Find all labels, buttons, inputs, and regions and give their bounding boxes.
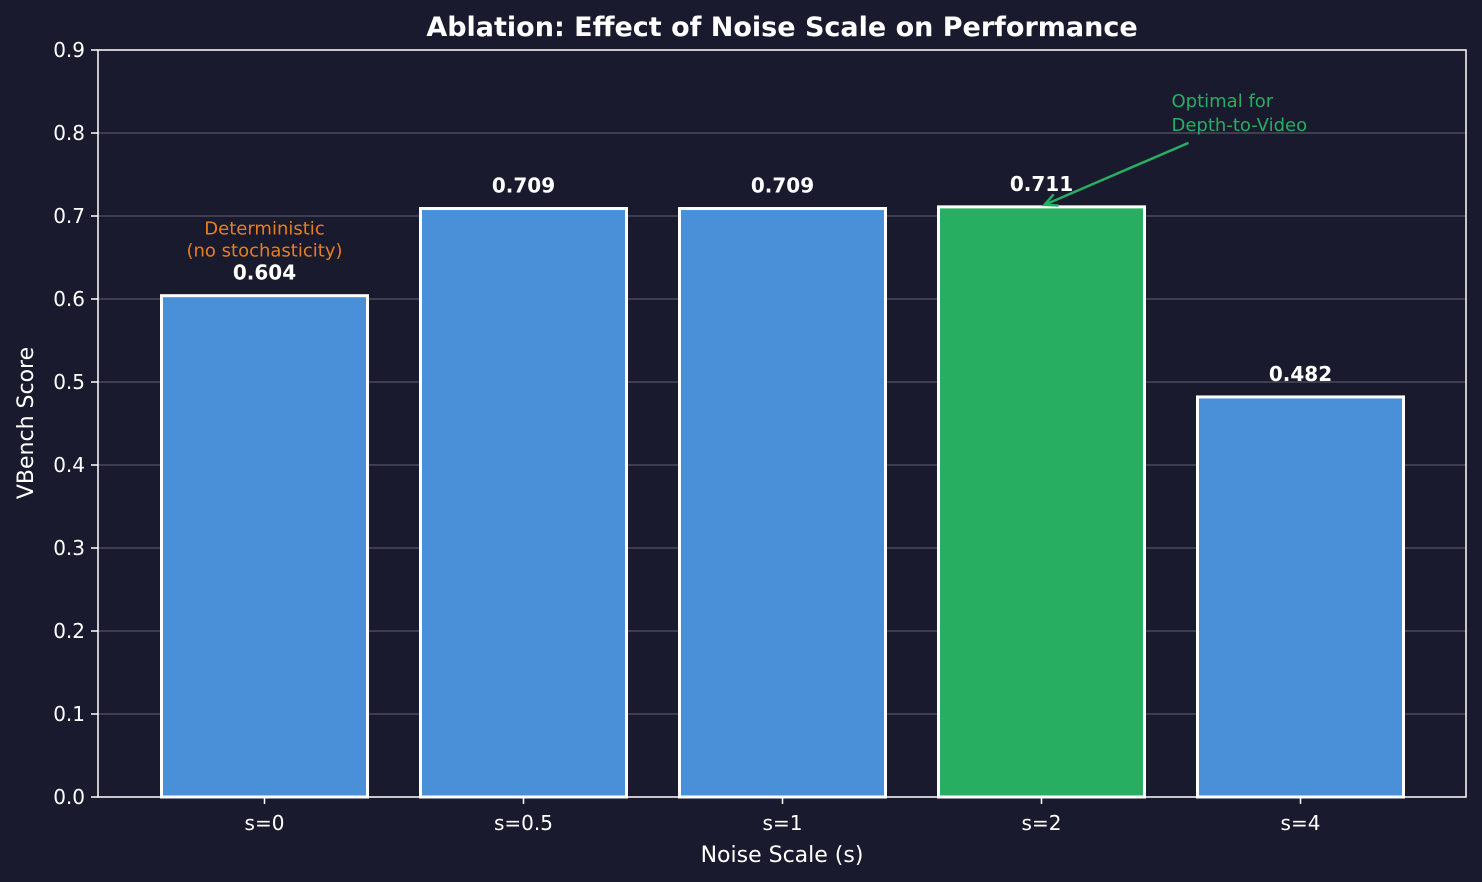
x-tick-label: s=4 <box>1281 811 1321 835</box>
bar-s-0 <box>160 294 369 799</box>
annotation-arrow-head <box>1041 193 1059 207</box>
y-axis-label: VBench Score <box>14 347 39 499</box>
annotation-arrow-shaft <box>1044 141 1189 207</box>
bar-value-label: 0.711 <box>1010 172 1073 196</box>
y-tick-label: 0.7 <box>53 204 85 228</box>
y-tick-label: 0.5 <box>53 370 85 394</box>
bar-s-0-5 <box>419 207 628 799</box>
bar-value-label: 0.709 <box>751 174 814 198</box>
optimal-note-line: Depth-to-Video <box>1172 115 1308 136</box>
bar-value-label: 0.482 <box>1269 362 1332 386</box>
bar-value-label: 0.709 <box>492 174 555 198</box>
optimal-note-line: Optimal for <box>1172 91 1274 112</box>
deterministic-note-line: (no stochasticity) <box>186 241 342 262</box>
annotations: Deterministic(no stochasticity) Optimal f… <box>186 91 1307 262</box>
y-tick-label: 0.6 <box>53 287 85 311</box>
x-tick-label: s=0 <box>245 811 285 835</box>
bar-s-2 <box>937 205 1146 799</box>
x-tick-label: s=1 <box>763 811 803 835</box>
x-tick-label: s=2 <box>1022 811 1062 835</box>
x-axis-label: Noise Scale (s) <box>701 843 864 868</box>
y-tick-label: 0.8 <box>53 121 85 145</box>
y-tick-label: 0.2 <box>53 619 85 643</box>
chart-title: Ablation: Effect of Noise Scale on Perfo… <box>426 12 1137 43</box>
data-labels: 0.604 0.709 0.709 0.711 0.482 <box>233 172 1332 386</box>
x-axis-ticks: s=0 s=0.5 s=1 s=2 s=4 <box>245 797 1321 835</box>
y-tick-label: 0.9 <box>53 38 85 62</box>
y-tick-label: 0.4 <box>53 453 85 477</box>
x-tick-label: s=0.5 <box>494 811 553 835</box>
y-axis-ticks: 0.0 0.1 0.2 0.3 0.4 0.5 0.6 0.7 0.8 0.9 <box>53 38 98 809</box>
bar-s-4 <box>1196 395 1405 799</box>
y-tick-label: 0.1 <box>53 702 85 726</box>
bar-s-1 <box>678 207 887 799</box>
bars <box>160 205 1405 799</box>
y-tick-label: 0.0 <box>53 785 85 809</box>
y-tick-label: 0.3 <box>53 536 85 560</box>
deterministic-note-line: Deterministic <box>204 219 324 240</box>
bar-value-label: 0.604 <box>233 261 296 285</box>
